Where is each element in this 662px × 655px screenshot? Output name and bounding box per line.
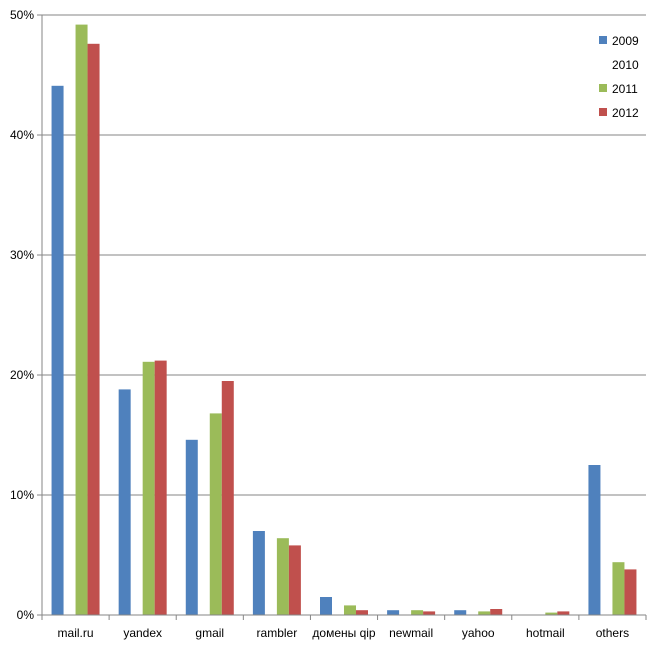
- x-tick-label: gmail: [195, 626, 224, 640]
- legend-swatch: [599, 60, 607, 68]
- bars: [51, 24, 637, 616]
- bar: [557, 611, 570, 615]
- legend-label: 2011: [612, 82, 638, 96]
- legend-swatch: [599, 84, 607, 92]
- legend-swatch: [599, 36, 607, 44]
- bar: [87, 43, 100, 616]
- bar: [51, 85, 64, 616]
- bar: [411, 610, 424, 615]
- bar: [545, 612, 558, 615]
- y-tick-label: 50%: [10, 8, 34, 22]
- bar: [75, 24, 88, 616]
- bar: [276, 538, 289, 615]
- bar: [209, 413, 222, 615]
- x-tick-label: домены qip: [312, 626, 376, 640]
- x-tick-label: others: [596, 626, 629, 640]
- x-tick-label: yandex: [123, 626, 162, 640]
- legend: 2009 2010 2011 2012: [599, 34, 639, 120]
- axes: [37, 14, 647, 620]
- bar: [588, 465, 601, 615]
- y-tick-label: 10%: [10, 488, 34, 502]
- legend-label: 2010: [612, 58, 639, 72]
- bar: [490, 609, 503, 615]
- y-tick-label: 30%: [10, 248, 34, 262]
- bar: [154, 360, 167, 615]
- bar: [356, 610, 368, 615]
- bar: [288, 545, 301, 615]
- x-tick-label: hotmail: [526, 626, 565, 640]
- bar: [320, 597, 332, 615]
- bar: [185, 439, 198, 615]
- x-tick-labels: mail.ru yandex gmail rambler домены qip newma…: [58, 626, 630, 640]
- y-tick-label: 0%: [17, 608, 35, 622]
- bar: [252, 531, 265, 615]
- x-tick-label: rambler: [257, 626, 298, 640]
- bar: [624, 569, 637, 615]
- bar: [142, 361, 155, 615]
- bar: [118, 389, 131, 615]
- legend-swatch: [599, 108, 607, 116]
- bar: [478, 611, 491, 615]
- y-tick-labels: 0% 10% 20% 30% 40% 50%: [10, 8, 34, 622]
- x-tick-label: yahoo: [462, 626, 495, 640]
- bar: [221, 381, 234, 615]
- x-tick-label: mail.ru: [58, 626, 94, 640]
- bar: [454, 610, 467, 615]
- bar: [344, 605, 356, 615]
- bar: [387, 610, 400, 615]
- x-tick-label: newmail: [389, 626, 433, 640]
- y-tick-label: 20%: [10, 368, 34, 382]
- legend-label: 2012: [612, 106, 639, 120]
- bar: [423, 611, 436, 615]
- y-tick-label: 40%: [10, 128, 34, 142]
- legend-label: 2009: [612, 34, 639, 48]
- gridlines: [42, 14, 646, 496]
- bar: [612, 562, 625, 615]
